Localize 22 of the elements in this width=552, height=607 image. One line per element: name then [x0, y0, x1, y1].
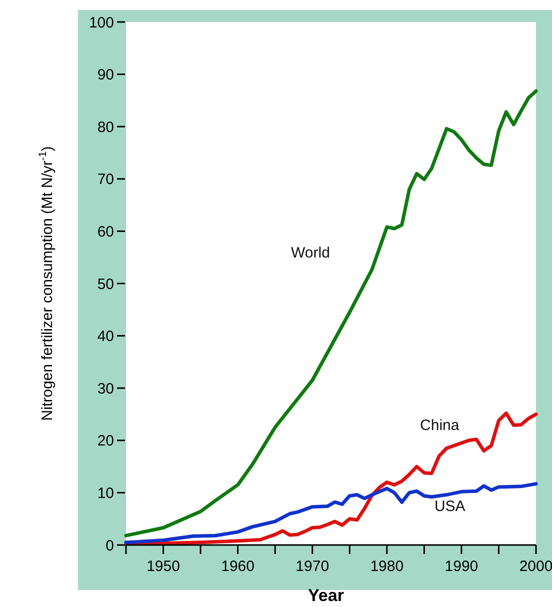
x-axis-title: Year [308, 586, 344, 605]
series-label: USA [434, 498, 466, 516]
x-tick-label: 1970 [296, 558, 330, 575]
line-series [124, 89, 538, 538]
y-tick-label: 90 [97, 66, 114, 84]
x-tick-label: 1960 [221, 558, 255, 575]
y-tick-label: 100 [88, 14, 114, 32]
y-tick-label: 40 [97, 328, 114, 346]
y-tick-label: 80 [97, 118, 114, 136]
x-tick-label: 1950 [146, 558, 180, 575]
y-tick-label: 50 [97, 276, 114, 293]
y-tick-label: 10 [97, 484, 114, 502]
y-tick-label: 60 [97, 223, 114, 240]
x-tick-label: 2000 [519, 558, 552, 575]
x-tick-label: 1990 [444, 558, 478, 575]
y-tick-label: 20 [97, 432, 114, 450]
series-label: China [420, 416, 460, 434]
y-tick-label: 30 [97, 380, 114, 398]
y-tick-label: 0 [106, 537, 114, 554]
y-tick-label: 70 [97, 171, 114, 188]
x-tick-label: 1980 [370, 558, 404, 575]
text: World [291, 244, 330, 262]
